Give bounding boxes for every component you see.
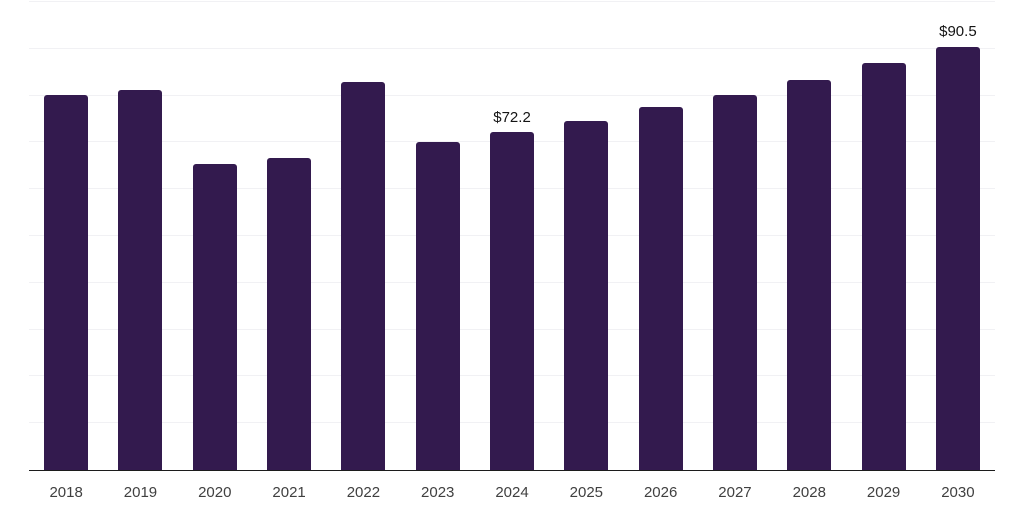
bar-slot-2030: $90.5 [921,2,995,470]
bars-row: $72.2 $90.5 [29,2,995,470]
value-label-2030: $90.5 [939,23,977,41]
x-tick-label-2025: 2025 [569,484,604,501]
bar-2018 [44,94,89,470]
plot-area: $72.2 $90.5 [29,1,995,471]
bar-slot-2019 [103,2,177,470]
bar-2024 [490,132,535,470]
x-tick-label-2030: 2030 [941,484,975,501]
bar-2025 [564,120,609,470]
x-tick-label-2020: 2020 [198,484,232,501]
x-axis-line [29,469,995,471]
x-tick-label-2029: 2029 [866,484,901,501]
bar-slot-2021 [252,2,326,470]
gridline-100 [29,1,995,2]
bar-slot-2020 [178,2,252,470]
bar-2027 [712,94,757,470]
gridline-90 [29,47,995,49]
x-tick-label-2022: 2022 [346,484,381,501]
bar-slot-2026 [624,2,698,470]
bar-2030 [935,46,980,470]
x-tick-label-2028: 2028 [792,484,826,501]
x-tick-label-2023: 2023 [421,484,455,501]
value-label-2024: $72.2 [493,109,531,127]
bar-slot-2023 [401,2,475,470]
bar-slot-2029 [846,2,920,470]
bar-slot-2024: $72.2 [475,2,549,470]
bar-2019 [118,89,163,470]
x-tick-label-2026: 2026 [643,484,678,501]
x-tick-label-2027: 2027 [718,484,752,501]
bar-2022 [341,81,386,470]
x-tick-label-2018: 2018 [49,484,83,501]
bar-slot-2028 [772,2,846,470]
bar-2023 [415,142,460,470]
gridline-80 [29,94,995,96]
bar-2028 [787,79,832,470]
bar-2029 [861,63,906,470]
bar-slot-2018 [29,2,103,470]
bar-2020 [192,163,237,470]
x-tick-label-2019: 2019 [123,484,158,501]
x-tick-label-2021: 2021 [272,484,306,501]
bar-slot-2022 [326,2,400,470]
bar-2026 [638,107,683,470]
bar-2021 [267,157,312,470]
x-axis-labels: 2018 2019 2020 2021 2022 2023 2024 2025 2026 2027… [29,483,995,502]
bar-slot-2025 [549,2,623,470]
bar-slot-2027 [698,2,772,470]
x-tick-label-2024: 2024 [495,484,529,501]
